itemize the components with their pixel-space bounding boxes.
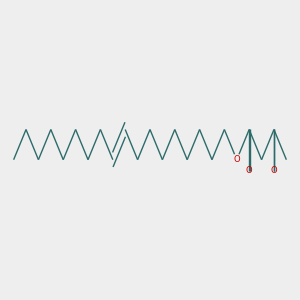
Text: O: O (246, 166, 253, 175)
Text: O: O (233, 155, 240, 164)
Text: O: O (271, 166, 277, 175)
